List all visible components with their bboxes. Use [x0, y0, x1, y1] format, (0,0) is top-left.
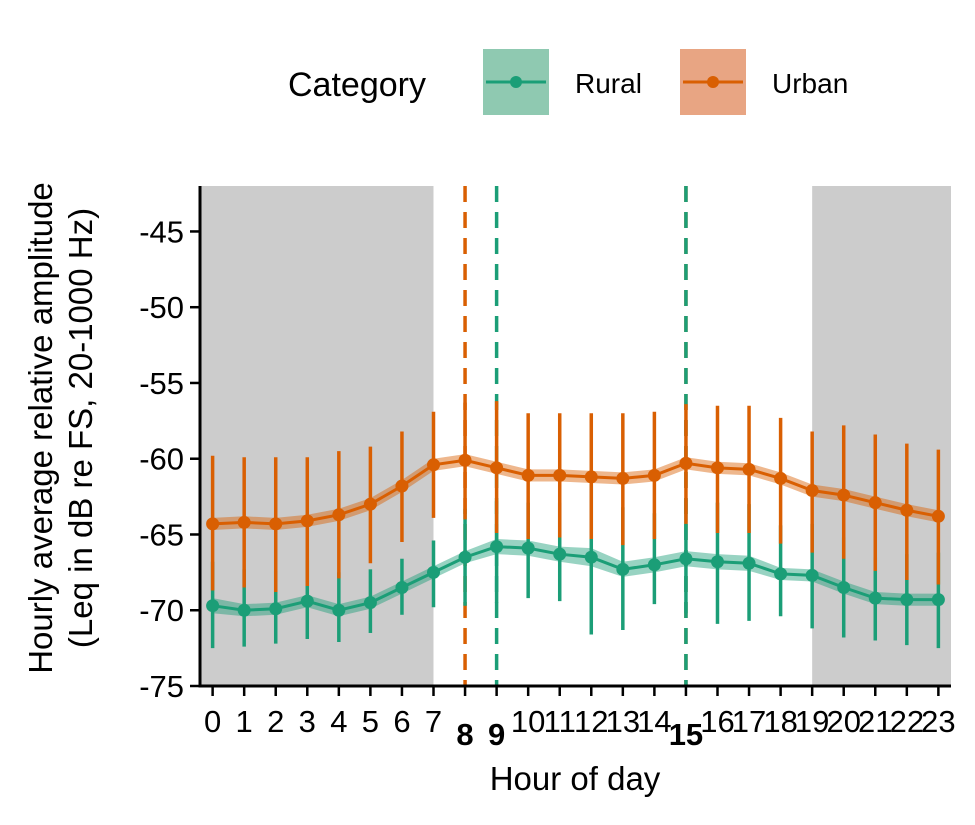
series-points	[206, 453, 945, 617]
x-tick-label: 7	[425, 704, 442, 739]
point-rural-9	[490, 540, 504, 554]
legend: Category Rural Urban	[288, 49, 848, 115]
legend-label-urban: Urban	[772, 68, 848, 99]
point-urban-17	[742, 462, 756, 476]
point-urban-0	[206, 517, 220, 531]
x-tick-label: 21	[858, 704, 892, 739]
x-tick-label: 8	[456, 717, 473, 752]
ci-ribbon-rural	[212, 539, 939, 617]
night-shade-1	[812, 186, 951, 686]
x-tick-label: 10	[511, 704, 545, 739]
legend-label-rural: Rural	[575, 68, 642, 99]
x-tick-label: 13	[606, 704, 640, 739]
x-tick-label: 16	[700, 704, 734, 739]
point-urban-6	[395, 479, 409, 493]
x-tick-label: 15	[669, 717, 703, 752]
y-tick-label: -50	[139, 290, 184, 325]
x-tick-label: 19	[795, 704, 829, 739]
point-rural-11	[553, 547, 567, 561]
axes	[198, 186, 951, 688]
point-urban-10	[521, 468, 535, 482]
x-tick-label: 22	[890, 704, 924, 739]
x-tick-label: 5	[362, 704, 379, 739]
x-axis-title: Hour of day	[490, 760, 661, 797]
point-urban-11	[553, 468, 567, 482]
point-urban-23	[931, 509, 945, 523]
point-rural-14	[647, 558, 661, 572]
point-urban-15	[679, 456, 693, 470]
night-shading	[200, 186, 951, 686]
point-urban-7	[427, 458, 441, 472]
x-tick-label: 2	[267, 704, 284, 739]
x-tick-label: 0	[204, 704, 221, 739]
x-tick-label: 18	[763, 704, 797, 739]
x-tick-label: 4	[330, 704, 347, 739]
point-urban-18	[774, 471, 788, 485]
point-urban-21	[868, 496, 882, 510]
point-urban-5	[363, 497, 377, 511]
x-tick-label: 17	[732, 704, 766, 739]
point-urban-3	[300, 514, 314, 528]
point-rural-16	[710, 555, 724, 569]
x-tick-label: 1	[236, 704, 253, 739]
point-rural-19	[805, 568, 819, 582]
y-tick-label: -55	[139, 366, 184, 401]
x-tick-label: 20	[826, 704, 860, 739]
point-rural-10	[521, 541, 535, 555]
point-rural-23	[931, 593, 945, 607]
point-rural-7	[427, 565, 441, 579]
point-rural-22	[900, 593, 914, 607]
x-tick-label: 23	[921, 704, 955, 739]
point-urban-22	[900, 503, 914, 517]
x-tick-label: 3	[299, 704, 316, 739]
point-rural-13	[616, 562, 630, 576]
point-urban-9	[490, 461, 504, 475]
point-urban-2	[269, 517, 283, 531]
point-rural-12	[584, 550, 598, 564]
point-urban-14	[647, 468, 661, 482]
point-rural-2	[269, 602, 283, 616]
x-tick-label: 14	[637, 704, 671, 739]
point-rural-5	[363, 596, 377, 610]
point-rural-6	[395, 581, 409, 595]
point-urban-19	[805, 484, 819, 498]
point-urban-13	[616, 471, 630, 485]
y-axis-ticks: -45 -50 -55 -60 -65 -70 -75	[139, 214, 200, 704]
point-rural-18	[774, 567, 788, 581]
point-rural-21	[868, 591, 882, 605]
legend-key-rural-point	[510, 76, 522, 88]
point-rural-0	[206, 599, 220, 613]
point-urban-20	[837, 488, 851, 502]
point-rural-17	[742, 556, 756, 570]
y-tick-label: -65	[139, 517, 184, 552]
x-tick-label: 9	[488, 717, 505, 752]
point-rural-4	[332, 603, 346, 617]
x-tick-label: 12	[574, 704, 608, 739]
y-tick-label: -75	[139, 669, 184, 704]
point-urban-8	[458, 453, 472, 467]
legend-key-urban-point	[707, 76, 719, 88]
point-rural-20	[837, 581, 851, 595]
x-tick-label: 6	[393, 704, 410, 739]
y-tick-label: -45	[139, 214, 184, 249]
y-tick-label: -70	[139, 593, 184, 628]
point-rural-3	[300, 594, 314, 608]
point-urban-1	[237, 515, 251, 529]
point-urban-16	[710, 461, 724, 475]
legend-title: Category	[288, 66, 426, 104]
y-axis-title-line2: (Leq in dB re FS, 20-1000 Hz)	[62, 208, 99, 648]
y-axis-title-line1: Hourly average relative amplitude	[22, 182, 59, 674]
point-rural-1	[237, 603, 251, 617]
x-tick-label: 11	[544, 704, 576, 739]
point-rural-8	[458, 550, 472, 564]
point-urban-12	[584, 470, 598, 484]
point-urban-4	[332, 508, 346, 522]
point-rural-15	[679, 552, 693, 566]
y-tick-label: -60	[139, 442, 184, 477]
